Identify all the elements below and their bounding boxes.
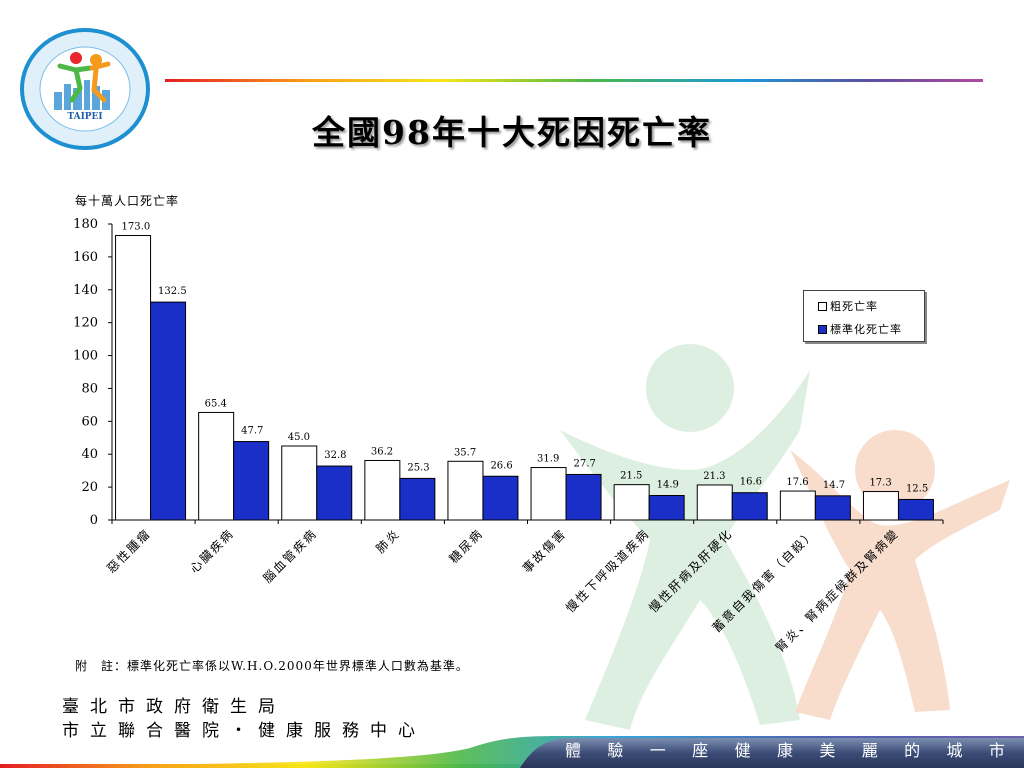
data-label: 31.9	[537, 454, 559, 465]
x-category-label: 糖尿病	[446, 526, 486, 566]
slogan-char: 一	[649, 741, 666, 760]
data-label: 21.3	[703, 471, 725, 482]
slogan-char: 麗	[861, 741, 878, 760]
y-tick-label: 40	[81, 447, 98, 462]
chart-legend: 粗死亡率 標準化死亡率	[803, 290, 925, 342]
y-tick-label: 120	[73, 316, 98, 331]
bottom-rainbow-bar	[0, 736, 1024, 768]
y-tick-label: 180	[73, 217, 98, 232]
bar-standardized-rate	[731, 492, 768, 521]
legend-item-crude: 粗死亡率	[818, 298, 878, 314]
bar-crude-rate	[198, 411, 235, 521]
y-tick-label: 60	[81, 414, 98, 429]
data-label: 35.7	[454, 447, 476, 458]
bar-crude-rate	[281, 445, 318, 521]
x-category-label: 惡性腫瘤	[103, 526, 153, 576]
data-label: 27.7	[574, 458, 596, 469]
bar-standardized-rate	[233, 441, 270, 521]
y-tick-label: 140	[73, 283, 98, 298]
data-label: 17.6	[786, 477, 808, 488]
y-tick-label: 80	[81, 381, 98, 396]
data-label: 14.7	[823, 480, 845, 491]
bar-crude-rate	[696, 484, 733, 521]
legend-swatch-crude	[818, 301, 827, 311]
org-line-2: 市立聯合醫院・健康服務中心	[62, 721, 426, 741]
legend-swatch-standardized	[818, 324, 827, 334]
bar-crude-rate	[447, 460, 484, 521]
data-label: 26.6	[490, 460, 512, 471]
legend-item-standardized: 標準化死亡率	[818, 321, 902, 337]
data-label: 32.8	[324, 450, 346, 461]
data-label: 25.3	[407, 462, 429, 473]
slogan-char: 市	[988, 741, 1005, 760]
data-label: 45.0	[288, 432, 310, 443]
bar-standardized-rate	[648, 494, 685, 521]
green-figure-decoration	[560, 344, 810, 730]
slogan: 體驗一座健康美麗的城市	[565, 736, 1005, 762]
x-category-label: 腦血管疾病	[260, 526, 320, 586]
footnote: 附 註：標準化死亡率係以W.H.O.2000年世界標準人口數為基準。	[75, 659, 469, 673]
bar-standardized-rate	[482, 475, 519, 521]
data-label: 65.4	[205, 398, 227, 409]
slogan-char: 座	[692, 741, 709, 760]
data-label: 14.9	[657, 479, 679, 490]
org-line-1: 臺北市政府衛生局	[62, 697, 286, 717]
y-tick-label: 100	[73, 349, 98, 364]
data-label: 36.2	[371, 446, 393, 457]
logo-caption: TAIPEI	[67, 112, 102, 122]
bar-crude-rate	[115, 235, 152, 521]
bar-standardized-rate	[150, 301, 187, 521]
bar-standardized-rate	[316, 465, 353, 521]
bar-standardized-rate	[814, 495, 851, 521]
bar-standardized-rate	[897, 498, 934, 521]
data-label: 173.0	[122, 222, 151, 233]
slogan-char: 美	[819, 741, 836, 760]
data-label: 47.7	[241, 426, 263, 437]
bar-standardized-rate	[565, 473, 602, 521]
bar-crude-rate	[862, 491, 899, 521]
bar-crude-rate	[613, 484, 650, 521]
x-category-label: 事故傷害	[519, 526, 569, 576]
slogan-char: 的	[904, 741, 921, 760]
top-rainbow-rule	[165, 79, 983, 82]
slogan-char: 康	[776, 741, 793, 760]
slogan-char: 健	[734, 741, 751, 760]
x-category-label: 肺炎	[373, 526, 403, 556]
legend-label-standardized: 標準化死亡率	[830, 323, 902, 336]
bar-crude-rate	[530, 467, 567, 521]
x-category-label: 慢性肝病及肝硬化	[646, 526, 736, 616]
data-label: 132.5	[158, 286, 187, 297]
bar-crude-rate	[364, 459, 401, 521]
slogan-char: 體	[565, 741, 582, 760]
chart-bars	[115, 235, 934, 521]
bar-standardized-rate	[399, 477, 436, 521]
data-label: 21.5	[620, 471, 642, 482]
data-label: 12.5	[906, 483, 928, 494]
x-category-label: 心臟疾病	[187, 526, 237, 576]
page-title: 全國98年十大死因死亡率	[312, 113, 712, 152]
legend-label-crude: 粗死亡率	[830, 300, 878, 313]
taipei-health-logo: TAIPEI	[20, 28, 150, 150]
x-category-label: 慢性下呼吸道疾病	[562, 526, 652, 616]
bar-crude-rate	[779, 490, 816, 521]
y-tick-label: 20	[81, 480, 98, 495]
y-axis-title: 每十萬人口死亡率	[75, 194, 180, 208]
data-label: 16.6	[740, 477, 762, 488]
slogan-char: 城	[946, 741, 963, 760]
y-tick-label: 160	[73, 250, 98, 265]
data-label: 17.3	[869, 478, 891, 489]
y-tick-label: 0	[90, 513, 98, 528]
slogan-char: 驗	[607, 741, 624, 760]
